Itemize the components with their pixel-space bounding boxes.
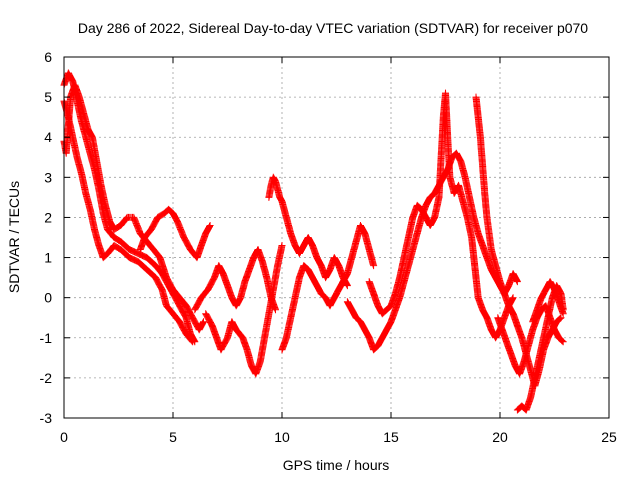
plot-frame <box>63 56 610 419</box>
data-markers <box>472 93 565 390</box>
y-tick-label: 5 <box>44 89 52 105</box>
x-tick-label: 0 <box>60 429 68 445</box>
data-markers <box>202 242 286 378</box>
data-markers <box>529 278 567 326</box>
x-axis-label: GPS time / hours <box>283 457 390 473</box>
y-tick-label: 6 <box>44 49 52 65</box>
data-markers <box>365 89 517 342</box>
data-markers <box>136 205 214 262</box>
data-series <box>265 173 351 290</box>
x-tick-label: 5 <box>169 429 177 445</box>
data-series <box>472 93 565 390</box>
y-tick-label: 0 <box>44 290 52 306</box>
x-tick-label: 10 <box>274 429 290 445</box>
data-series <box>202 242 286 378</box>
x-tick-label: 15 <box>383 429 399 445</box>
data-markers <box>60 81 207 334</box>
y-tick-label: -2 <box>40 370 53 386</box>
data-markers <box>278 222 378 354</box>
y-tick-label: 1 <box>44 250 52 266</box>
y-tick-label: -1 <box>40 330 53 346</box>
data-series <box>60 81 207 334</box>
data-series <box>136 205 214 262</box>
y-axis-label: SDTVAR / TECUs <box>6 181 22 293</box>
y-tick-label: 2 <box>44 209 52 225</box>
data-series <box>278 222 378 354</box>
data-series <box>365 89 517 342</box>
grid-layer <box>64 57 609 418</box>
y-tick-label: 3 <box>44 169 52 185</box>
data-layer <box>60 69 567 414</box>
data-markers <box>265 173 351 290</box>
data-series <box>191 246 279 314</box>
data-markers <box>191 246 279 314</box>
y-tick-label: -3 <box>40 410 53 426</box>
x-tick-label: 20 <box>492 429 508 445</box>
chart-title: Day 286 of 2022, Sidereal Day-to-day VTE… <box>78 20 588 36</box>
x-tick-label: 25 <box>601 429 617 445</box>
ticks-layer: -3 -2 -1 0 1 2 3 4 5 6 0 5 10 15 20 25 <box>40 49 617 445</box>
data-series <box>529 278 567 326</box>
y-tick-label: 4 <box>44 129 52 145</box>
